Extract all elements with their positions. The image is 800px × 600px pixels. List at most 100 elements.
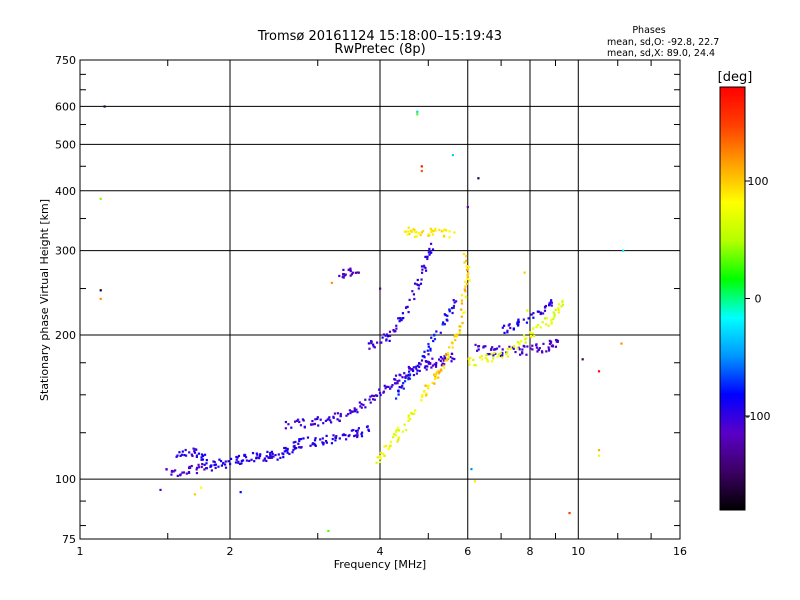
data-point	[349, 274, 352, 277]
data-point	[356, 429, 359, 432]
data-point	[224, 460, 227, 463]
data-point	[193, 493, 197, 496]
data-point	[468, 279, 471, 282]
data-point	[417, 283, 420, 287]
data-point	[517, 320, 520, 324]
data-point	[329, 419, 332, 422]
data-point	[439, 331, 442, 334]
data-point	[171, 470, 174, 473]
data-point	[444, 229, 447, 232]
data-point	[509, 326, 512, 330]
data-point	[360, 432, 363, 436]
data-point	[435, 330, 438, 333]
data-point	[429, 362, 432, 365]
data-point	[537, 348, 540, 351]
data-point	[389, 387, 392, 390]
data-point	[356, 411, 359, 414]
data-point	[496, 355, 499, 359]
data-point	[526, 309, 529, 312]
data-point	[257, 456, 260, 459]
data-point	[313, 422, 317, 426]
data-point	[213, 463, 216, 467]
data-point	[384, 334, 387, 337]
data-point	[501, 348, 504, 351]
data-point	[381, 336, 384, 339]
data-point	[201, 462, 204, 466]
data-point	[473, 363, 476, 367]
data-point	[262, 459, 265, 462]
data-point	[270, 450, 274, 453]
data-point	[245, 459, 249, 462]
data-point	[370, 340, 373, 343]
data-point	[374, 394, 378, 397]
data-point	[394, 434, 397, 437]
colorbar	[719, 86, 746, 511]
data-point	[512, 328, 515, 331]
y-tick-label: 400	[55, 185, 76, 198]
data-point	[459, 325, 463, 328]
data-point	[244, 454, 247, 457]
data-point	[396, 380, 399, 383]
data-point	[416, 110, 419, 113]
data-point	[357, 271, 360, 274]
data-point	[251, 451, 255, 455]
data-point	[420, 271, 424, 274]
data-point	[431, 233, 435, 236]
data-point	[523, 271, 526, 274]
data-point	[409, 411, 413, 415]
data-point	[417, 287, 420, 290]
data-point	[347, 434, 350, 438]
data-point	[356, 271, 359, 274]
data-point	[450, 352, 454, 355]
data-point	[421, 229, 425, 233]
data-point	[397, 429, 401, 432]
data-point	[532, 316, 535, 319]
data-point	[405, 429, 408, 432]
data-point	[551, 345, 555, 348]
data-point	[103, 105, 106, 108]
data-point	[200, 453, 204, 456]
data-point	[451, 357, 454, 360]
data-point	[227, 460, 230, 463]
data-point	[454, 334, 457, 337]
data-point	[379, 287, 382, 290]
data-point	[517, 323, 520, 326]
data-point	[421, 268, 424, 271]
data-point	[620, 342, 623, 345]
data-point	[549, 301, 552, 304]
y-tick-label: 200	[55, 329, 76, 342]
data-point	[387, 448, 390, 451]
data-point	[427, 234, 430, 237]
phase-stats-x: mean, sd,X: 89.0, 24.4	[607, 48, 715, 59]
data-point	[341, 275, 344, 279]
data-point	[270, 455, 273, 458]
data-point	[295, 446, 298, 450]
data-point	[413, 228, 416, 232]
data-point	[403, 423, 406, 426]
data-point	[427, 361, 430, 364]
data-point	[415, 235, 419, 238]
data-point	[403, 372, 406, 375]
data-point	[474, 364, 478, 367]
data-point	[441, 362, 444, 365]
data-point	[464, 280, 467, 283]
data-point	[424, 255, 427, 259]
data-point	[241, 459, 245, 462]
data-point	[195, 468, 198, 471]
data-point	[456, 333, 459, 336]
data-point	[476, 349, 479, 352]
data-point	[331, 437, 334, 441]
data-point	[298, 420, 301, 424]
data-point	[547, 346, 550, 349]
data-point	[401, 430, 404, 433]
data-point	[554, 308, 557, 312]
data-point	[293, 444, 296, 448]
data-point	[360, 431, 364, 434]
data-point	[524, 338, 527, 341]
data-point	[422, 264, 426, 267]
data-point	[466, 277, 469, 281]
data-point	[355, 408, 358, 411]
data-point	[465, 259, 468, 262]
data-point	[448, 236, 451, 239]
data-point	[356, 434, 359, 437]
